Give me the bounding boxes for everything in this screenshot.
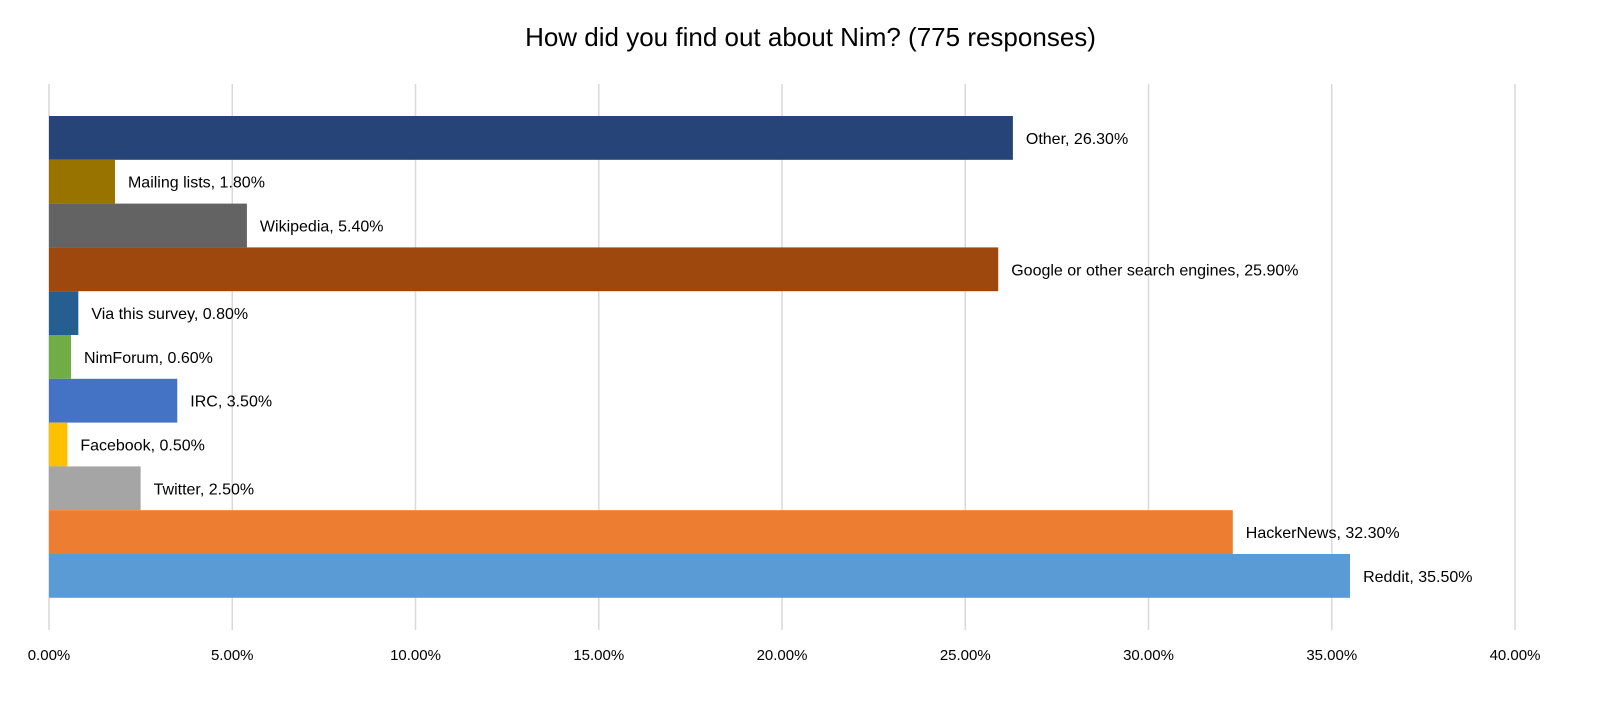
- data-labels: Other, 26.30% Mailing lists, 1.80% Wikiped…: [80, 131, 1472, 586]
- data-label: NimForum, 0.60%: [84, 350, 213, 367]
- bars: [49, 116, 1351, 598]
- data-label: Via this survey, 0.80%: [91, 306, 248, 323]
- x-tick-label: 40.00%: [1490, 647, 1541, 664]
- bar-via-this-survey: [49, 291, 79, 335]
- data-label: Reddit, 35.50%: [1363, 569, 1472, 586]
- bar-twitter: [49, 466, 141, 511]
- bar-nimforum: [49, 335, 71, 379]
- x-tick-label: 5.00%: [211, 647, 254, 664]
- bar-other: [49, 116, 1013, 160]
- bar-wikipedia: [49, 203, 247, 248]
- data-label: Facebook, 0.50%: [80, 438, 205, 455]
- bar-irc: [49, 378, 178, 423]
- data-label: Google or other search engines, 25.90%: [1011, 262, 1298, 279]
- bar-facebook: [49, 422, 68, 467]
- x-tick-label: 15.00%: [573, 647, 624, 664]
- data-label: IRC, 3.50%: [190, 394, 272, 411]
- chart-title: How did you find out about Nim? (775 res…: [525, 22, 1096, 52]
- data-label: HackerNews, 32.30%: [1246, 525, 1400, 542]
- x-tick-label: 25.00%: [940, 647, 991, 664]
- x-tick-label: 10.00%: [390, 647, 441, 664]
- data-label: Twitter, 2.50%: [154, 481, 255, 498]
- bar-mailing-lists: [49, 159, 115, 204]
- data-label: Wikipedia, 5.40%: [260, 219, 384, 236]
- x-tick-label: 35.00%: [1306, 647, 1357, 664]
- bar-google-or-other-search-engines: [49, 247, 999, 292]
- x-axis-ticks: 0.00% 5.00% 10.00% 15.00% 20.00% 25.00% 30.00%…: [28, 647, 1541, 664]
- data-label: Mailing lists, 1.80%: [128, 175, 265, 192]
- data-label: Other, 26.30%: [1026, 131, 1128, 148]
- bar-reddit: [49, 554, 1351, 598]
- bar-hackernews: [49, 510, 1233, 554]
- x-tick-label: 20.00%: [757, 647, 808, 664]
- x-tick-label: 30.00%: [1123, 647, 1174, 664]
- x-tick-label: 0.00%: [28, 647, 71, 664]
